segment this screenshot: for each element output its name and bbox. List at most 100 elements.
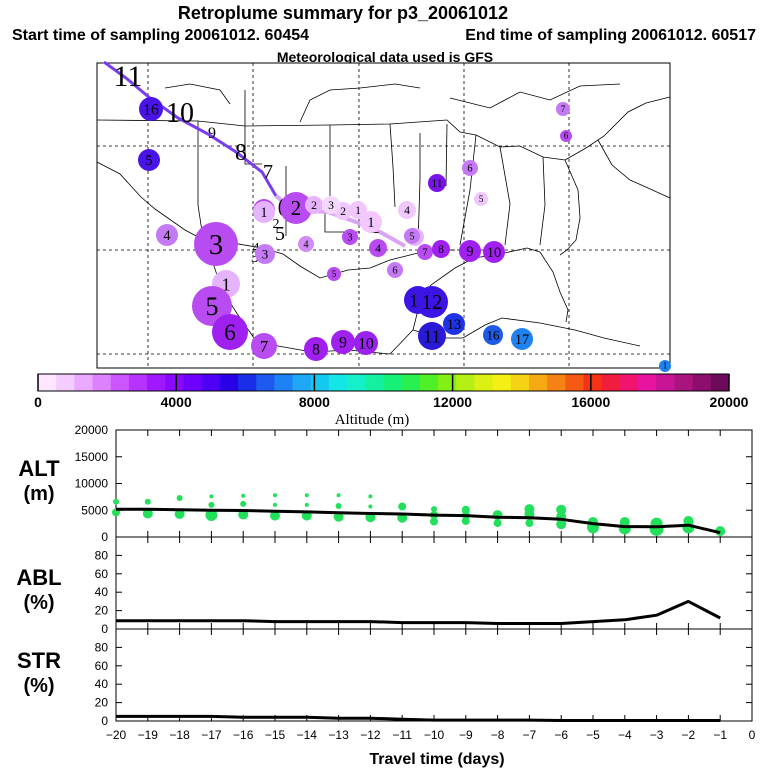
colorbar-swatch	[274, 374, 294, 391]
plume-marker	[474, 192, 488, 206]
track-label: 8	[235, 140, 247, 166]
colorbar-swatch	[583, 374, 603, 391]
retroplume-map: 1110987654321 12345123451234567891012345…	[96, 60, 671, 372]
altitude-dot	[336, 493, 341, 498]
altitude-dot	[461, 516, 470, 525]
colorbar-tick-label: 4000	[161, 394, 192, 410]
colorbar-swatch	[510, 374, 530, 391]
x-tick-label: −14	[297, 728, 318, 742]
x-tick-label: −15	[265, 728, 286, 742]
colorbar-swatch	[419, 374, 439, 391]
plume-marker-label: 13	[447, 317, 461, 333]
plume-marker-label: 4	[375, 242, 381, 255]
x-tick-label: −2	[682, 728, 696, 742]
plume-marker	[298, 236, 314, 252]
plume-marker	[349, 201, 367, 219]
y-tick-label: 80	[95, 640, 109, 654]
plume-marker-label: 4	[303, 240, 309, 251]
colorbar-swatch	[656, 374, 675, 391]
plume-marker	[331, 330, 355, 354]
plume-marker-label: 7	[260, 337, 268, 356]
plume-marker-label: 17	[515, 332, 529, 348]
x-tick-label: −5	[586, 728, 600, 742]
colorbar-swatch	[710, 374, 730, 391]
colorbar-swatch	[565, 374, 585, 391]
plume-marker	[251, 333, 277, 359]
colorbar-tick-label: 20000	[710, 394, 749, 410]
colorbar-swatch	[528, 374, 548, 391]
alt-unit-label: (m)	[23, 483, 54, 505]
y-tick-label: 10000	[75, 477, 109, 491]
plume-marker-label: 11	[423, 326, 441, 346]
plume-marker	[443, 313, 465, 335]
figure-title: Retroplume summary for p3_20061012	[178, 3, 508, 23]
plume-marker	[511, 328, 533, 350]
plume-marker	[342, 229, 358, 245]
plume-marker	[280, 192, 312, 224]
plume-marker	[404, 228, 420, 244]
colorbar-swatch	[328, 374, 348, 391]
plume-marker	[253, 201, 275, 223]
plume-marker-label: 8	[312, 341, 320, 358]
x-tick-label: −12	[360, 728, 381, 742]
altitude-dot	[144, 498, 151, 505]
plume-marker	[432, 240, 450, 258]
colorbar-tick-label: 8000	[299, 394, 330, 410]
plume-marker	[398, 201, 416, 219]
plume-marker-label: 2	[340, 205, 346, 218]
panel-frame	[115, 628, 753, 722]
plume-marker-label: 7	[422, 248, 427, 259]
colorbar-swatch	[165, 374, 184, 391]
y-tick-label: 5000	[81, 503, 108, 517]
plume-marker	[428, 174, 446, 192]
y-tick-label: 60	[95, 659, 109, 673]
plume-marker	[138, 149, 160, 171]
altitude-dot	[241, 493, 246, 498]
colorbar-swatch	[401, 374, 421, 391]
x-tick-label: −19	[138, 728, 159, 742]
plume-marker-label: 3	[328, 199, 334, 212]
y-tick-label: 20	[95, 604, 109, 618]
abl-unit-label: (%)	[23, 592, 54, 614]
altitude-dot	[619, 517, 630, 528]
altitude-dot	[556, 519, 567, 530]
plume-points: 1234512345123456789101234567891011121113…	[138, 97, 671, 372]
abl-label: ABL	[16, 565, 61, 590]
colorbar-swatch	[147, 374, 166, 391]
track-label: 7	[263, 161, 273, 183]
trajectory-line	[103, 60, 278, 197]
colorbar-swatch	[365, 374, 384, 391]
plume-marker-label: 5	[479, 194, 484, 204]
altitude-dot	[304, 493, 309, 498]
plume-marker-label: 9	[466, 244, 473, 260]
altitude-dot	[431, 506, 437, 513]
plume-marker	[156, 224, 178, 246]
plume-marker-label: 2	[311, 199, 317, 212]
colorbar-swatch	[619, 374, 639, 391]
altitude-dot	[113, 498, 119, 505]
x-tick-label: −6	[554, 728, 568, 742]
x-tick-label: −1	[713, 728, 727, 742]
track-label: 5	[275, 223, 285, 245]
x-tick-label: −9	[459, 728, 473, 742]
plume-marker-label: 10	[487, 245, 501, 261]
y-tick-label: 20000	[75, 423, 109, 437]
plume-marker-label: 1	[367, 215, 374, 231]
y-tick-label: 80	[95, 548, 109, 562]
altitude-dot	[461, 505, 470, 514]
plume-marker-label: 1	[221, 274, 230, 294]
x-tick-label: −11	[392, 728, 412, 742]
colorbar-swatch	[474, 374, 494, 391]
colorbar-swatch	[110, 374, 130, 391]
str-label: STR	[17, 648, 61, 673]
alt-label: ALT	[18, 456, 60, 481]
colorbar-swatch	[638, 374, 657, 391]
y-tick-label: 0	[101, 622, 108, 636]
colorbar-tick-label: 12000	[433, 394, 472, 410]
plume-marker-label: 1	[260, 205, 267, 221]
plume-marker	[354, 331, 378, 355]
colorbar-swatch	[256, 374, 275, 391]
plume-marker	[304, 337, 328, 361]
